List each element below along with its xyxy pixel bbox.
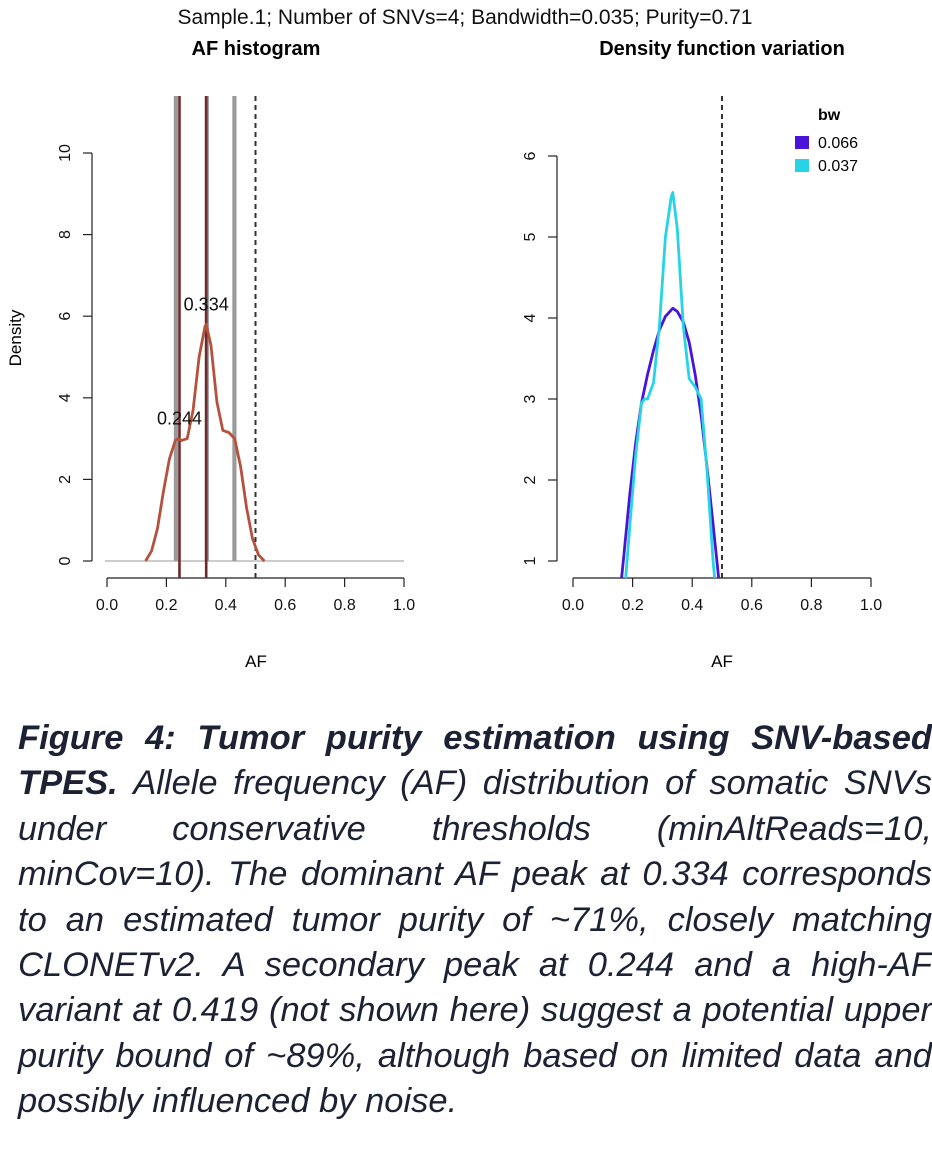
legend-entry-1: 0.037: [818, 158, 858, 175]
left-y-tick-label: 0: [57, 556, 74, 565]
density-variation-panel: Density function variation 0.0 0.2 0.4 0.6 0…: [522, 38, 882, 671]
left-density-curve: [144, 322, 266, 562]
figure-suptitle: Sample.1; Number of SNVs=4; Bandwidth=0.…: [178, 6, 753, 29]
left-x-tick-label: 0.6: [274, 597, 296, 614]
right-y-tick-label: 3: [522, 394, 539, 403]
left-x-tick-label: 0.2: [155, 597, 177, 614]
legend-title: bw: [818, 107, 841, 124]
left-x-axis-label: AF: [245, 652, 267, 671]
right-plot-area: 0.0 0.2 0.4 0.6 0.8 1.0 1 2 3 4 5 6: [522, 96, 882, 614]
figure: Sample.1; Number of SNVs=4; Bandwidth=0.…: [6, 6, 882, 671]
right-x-tick-label: 0.0: [562, 597, 584, 614]
legend-swatch-0: [795, 136, 809, 149]
right-y-tick-label: 2: [522, 475, 539, 484]
right-x-tick-label: 0.8: [800, 597, 822, 614]
left-y-tick-label: 10: [57, 144, 74, 162]
left-y-tick-label: 8: [57, 230, 74, 239]
caption-lead: Figure 4: Tumor purity estimation using …: [18, 719, 932, 803]
left-plot-area: 0.0 0.2 0.4 0.6 0.8 1.0 0 2 4 6 8 10 0.244 0.334: [57, 96, 415, 614]
legend-entry-0: 0.066: [818, 135, 858, 152]
right-x-tick-label: 0.6: [741, 597, 763, 614]
left-histogram-bar: [232, 96, 237, 561]
left-x-tick-label: 0.0: [96, 597, 118, 614]
right-y-tick-label: 6: [522, 151, 539, 160]
left-histogram-bar: [173, 96, 178, 561]
right-y-tick-label: 4: [522, 313, 539, 322]
left-y-tick-label: 6: [57, 312, 74, 321]
right-y-tick-label: 1: [522, 556, 539, 565]
right-y-tick-label: 5: [522, 232, 539, 241]
left-x-tick-label: 0.4: [215, 597, 237, 614]
left-peak-label: 0.244: [157, 409, 202, 429]
left-x-tick-label: 0.8: [333, 597, 355, 614]
left-peak-label: 0.334: [184, 294, 229, 314]
right-x-tick-label: 0.2: [621, 597, 643, 614]
left-x-tick-label: 1.0: [393, 597, 415, 614]
af-histogram-panel: AF histogram 0.0 0.2 0.4 0.6 0.8 1.002468100.…: [6, 38, 415, 671]
left-y-tick-label: 4: [57, 393, 74, 402]
right-x-axis-label: AF: [711, 652, 733, 671]
left-y-axis-label: Density: [6, 309, 25, 366]
right-x-tick-label: 1.0: [860, 597, 882, 614]
figure-caption: Figure 4: Tumor purity estimation using …: [18, 716, 932, 1125]
caption-body: Allele frequency (AF) distribution of so…: [18, 764, 932, 1121]
right-panel-title: Density function variation: [599, 38, 845, 60]
legend: bw 0.066 0.037: [795, 107, 858, 175]
right-x-tick-label: 0.4: [681, 597, 703, 614]
left-panel-title: AF histogram: [192, 38, 321, 60]
left-y-tick-label: 2: [57, 475, 74, 484]
legend-swatch-1: [795, 159, 809, 172]
right-series-1-line: [624, 191, 717, 578]
